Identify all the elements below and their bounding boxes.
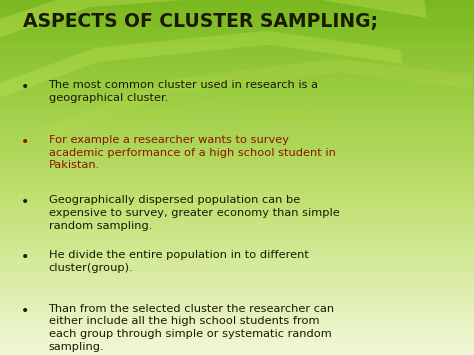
Text: •: • bbox=[21, 250, 29, 264]
Text: The most common cluster used in research is a
geographical cluster.: The most common cluster used in research… bbox=[48, 80, 319, 103]
Text: •: • bbox=[21, 80, 29, 94]
Polygon shape bbox=[0, 31, 403, 106]
Text: •: • bbox=[21, 304, 29, 317]
Text: ASPECTS OF CLUSTER SAMPLING;: ASPECTS OF CLUSTER SAMPLING; bbox=[23, 12, 378, 32]
Text: •: • bbox=[21, 135, 29, 149]
Polygon shape bbox=[0, 102, 332, 178]
Polygon shape bbox=[0, 0, 427, 53]
Text: For example a researcher wants to survey
academic performance of a high school s: For example a researcher wants to survey… bbox=[48, 135, 336, 170]
Text: •: • bbox=[21, 195, 29, 209]
Polygon shape bbox=[44, 59, 474, 142]
Text: He divide the entire population in to different
cluster(group).: He divide the entire population in to di… bbox=[48, 250, 309, 273]
Text: Than from the selected cluster the researcher can
either include all the high sc: Than from the selected cluster the resea… bbox=[48, 304, 335, 352]
Text: Geographically dispersed population can be
expensive to survey, greater economy : Geographically dispersed population can … bbox=[48, 195, 339, 231]
